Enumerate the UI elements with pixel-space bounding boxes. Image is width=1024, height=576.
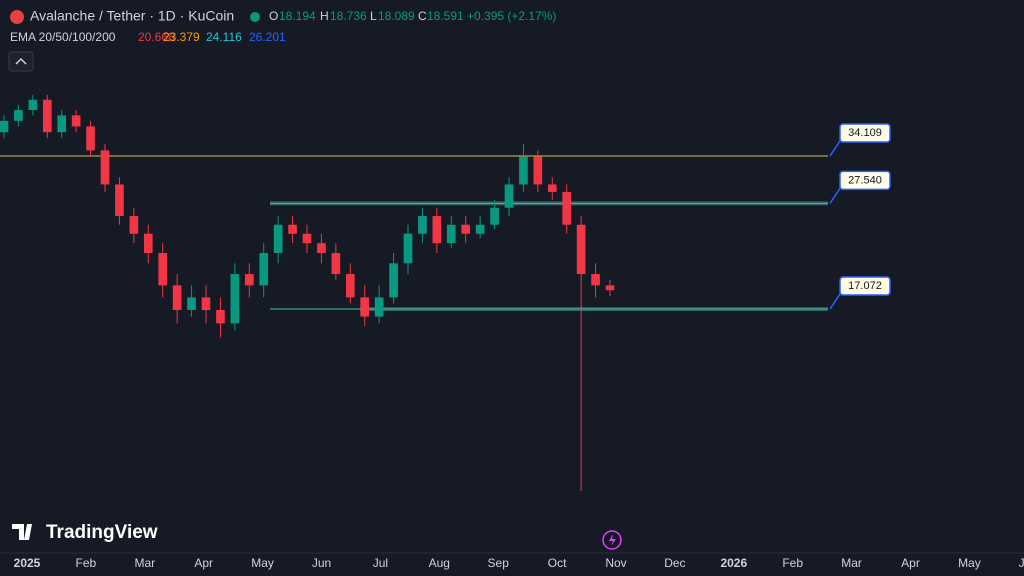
x-tick-label: Nov bbox=[605, 556, 626, 570]
candle-body bbox=[172, 285, 182, 310]
candle-body bbox=[389, 263, 398, 298]
level-zone bbox=[360, 307, 828, 312]
candle-body bbox=[360, 297, 370, 317]
ema-value: 24.116 bbox=[206, 30, 242, 44]
candle-body bbox=[605, 285, 615, 291]
candle-body bbox=[187, 297, 196, 310]
status-dot bbox=[250, 12, 260, 22]
x-tick-label: Oct bbox=[548, 556, 567, 570]
callout-box bbox=[839, 123, 891, 143]
level-zone bbox=[270, 201, 828, 206]
candle-body bbox=[244, 274, 254, 286]
candle-body bbox=[71, 115, 81, 127]
ohlc-label: H bbox=[320, 9, 329, 23]
x-tick-label: Mar bbox=[841, 556, 862, 570]
x-tick-label: May bbox=[251, 556, 274, 570]
event-icon[interactable] bbox=[602, 530, 622, 550]
indicator[interactable]: EMA 20/50/100/200 bbox=[10, 30, 116, 44]
callout-box bbox=[839, 170, 891, 191]
candle-body bbox=[273, 224, 283, 253]
candle-body bbox=[591, 274, 600, 286]
ohlc-label: L bbox=[370, 9, 377, 23]
collapse-button[interactable] bbox=[8, 51, 34, 72]
x-tick-label: Mar bbox=[134, 556, 155, 570]
ema-value: 23.379 bbox=[163, 30, 200, 44]
candle-body bbox=[216, 309, 225, 324]
ema-value: 26.201 bbox=[249, 30, 286, 44]
candle-body bbox=[576, 224, 586, 275]
candle-body bbox=[504, 184, 514, 208]
callout-box bbox=[839, 276, 891, 296]
x-tick-label: 2026 bbox=[720, 556, 747, 570]
candle-body bbox=[129, 216, 139, 234]
candle-body bbox=[547, 184, 557, 192]
callout-label: 17.072 bbox=[848, 280, 882, 292]
x-tick-label: Apr bbox=[901, 556, 920, 570]
candle-body bbox=[201, 297, 211, 310]
candle-body bbox=[490, 207, 499, 225]
change: +0.395 (+2.17%) bbox=[467, 9, 556, 23]
x-tick-label: Aug bbox=[429, 556, 450, 570]
candle-body bbox=[475, 224, 485, 234]
ohlc-value: 18.736 bbox=[330, 9, 367, 23]
candle-body bbox=[418, 216, 427, 234]
x-tick-label: Sep bbox=[488, 556, 510, 570]
candle-body bbox=[446, 224, 456, 244]
candle-body bbox=[374, 297, 384, 317]
candle-body bbox=[533, 156, 543, 185]
x-tick-label: Feb bbox=[782, 556, 803, 570]
ohlc-value: 18.591 bbox=[427, 9, 464, 23]
candle-body bbox=[57, 115, 67, 133]
candle-body bbox=[259, 252, 269, 286]
candle-body bbox=[86, 126, 95, 151]
candle-body bbox=[158, 252, 168, 286]
candle-body bbox=[100, 150, 110, 185]
ema-value: 20.668 bbox=[138, 30, 175, 44]
candle-body bbox=[115, 184, 124, 217]
candle-body bbox=[42, 99, 52, 133]
ohlc-value: 18.194 bbox=[279, 9, 316, 23]
callout-label: 27.540 bbox=[848, 174, 882, 186]
brand-logo bbox=[12, 524, 32, 540]
ohlc-label: O bbox=[269, 9, 278, 23]
candle-body bbox=[14, 110, 23, 121]
brand: TradingView bbox=[46, 522, 158, 543]
x-tick-label: 2025 bbox=[14, 556, 41, 570]
candle-body bbox=[461, 224, 471, 234]
candle-body bbox=[519, 156, 528, 185]
candle-body bbox=[28, 99, 38, 111]
candle-body bbox=[230, 274, 240, 324]
candle-body bbox=[143, 233, 153, 253]
collapse-icon bbox=[15, 57, 27, 65]
candle-body bbox=[317, 243, 326, 253]
symbol-icon bbox=[10, 10, 24, 24]
x-tick-label: Apr bbox=[194, 556, 213, 570]
callout-label: 34.109 bbox=[848, 127, 882, 139]
x-tick-label: Jul bbox=[373, 556, 388, 570]
ohlc-value: 18.089 bbox=[378, 9, 415, 23]
candle-body bbox=[0, 120, 9, 133]
event-bolt bbox=[609, 534, 616, 546]
symbol[interactable]: Avalanche / Tether · 1D · KuCoin bbox=[30, 8, 234, 24]
candle-body bbox=[345, 274, 355, 298]
candle-body bbox=[288, 224, 297, 234]
x-tick-label: Feb bbox=[76, 556, 97, 570]
ohlc-label: C bbox=[418, 9, 427, 23]
x-tick-label: Jun bbox=[312, 556, 331, 570]
x-tick-label: Jun bbox=[1019, 556, 1024, 570]
candle-body bbox=[562, 191, 572, 225]
candle-body bbox=[403, 233, 413, 264]
candle-body bbox=[432, 216, 442, 244]
x-tick-label: Dec bbox=[664, 556, 685, 570]
x-tick-label: May bbox=[958, 556, 981, 570]
candle-body bbox=[302, 233, 312, 244]
candle-body bbox=[331, 252, 341, 275]
